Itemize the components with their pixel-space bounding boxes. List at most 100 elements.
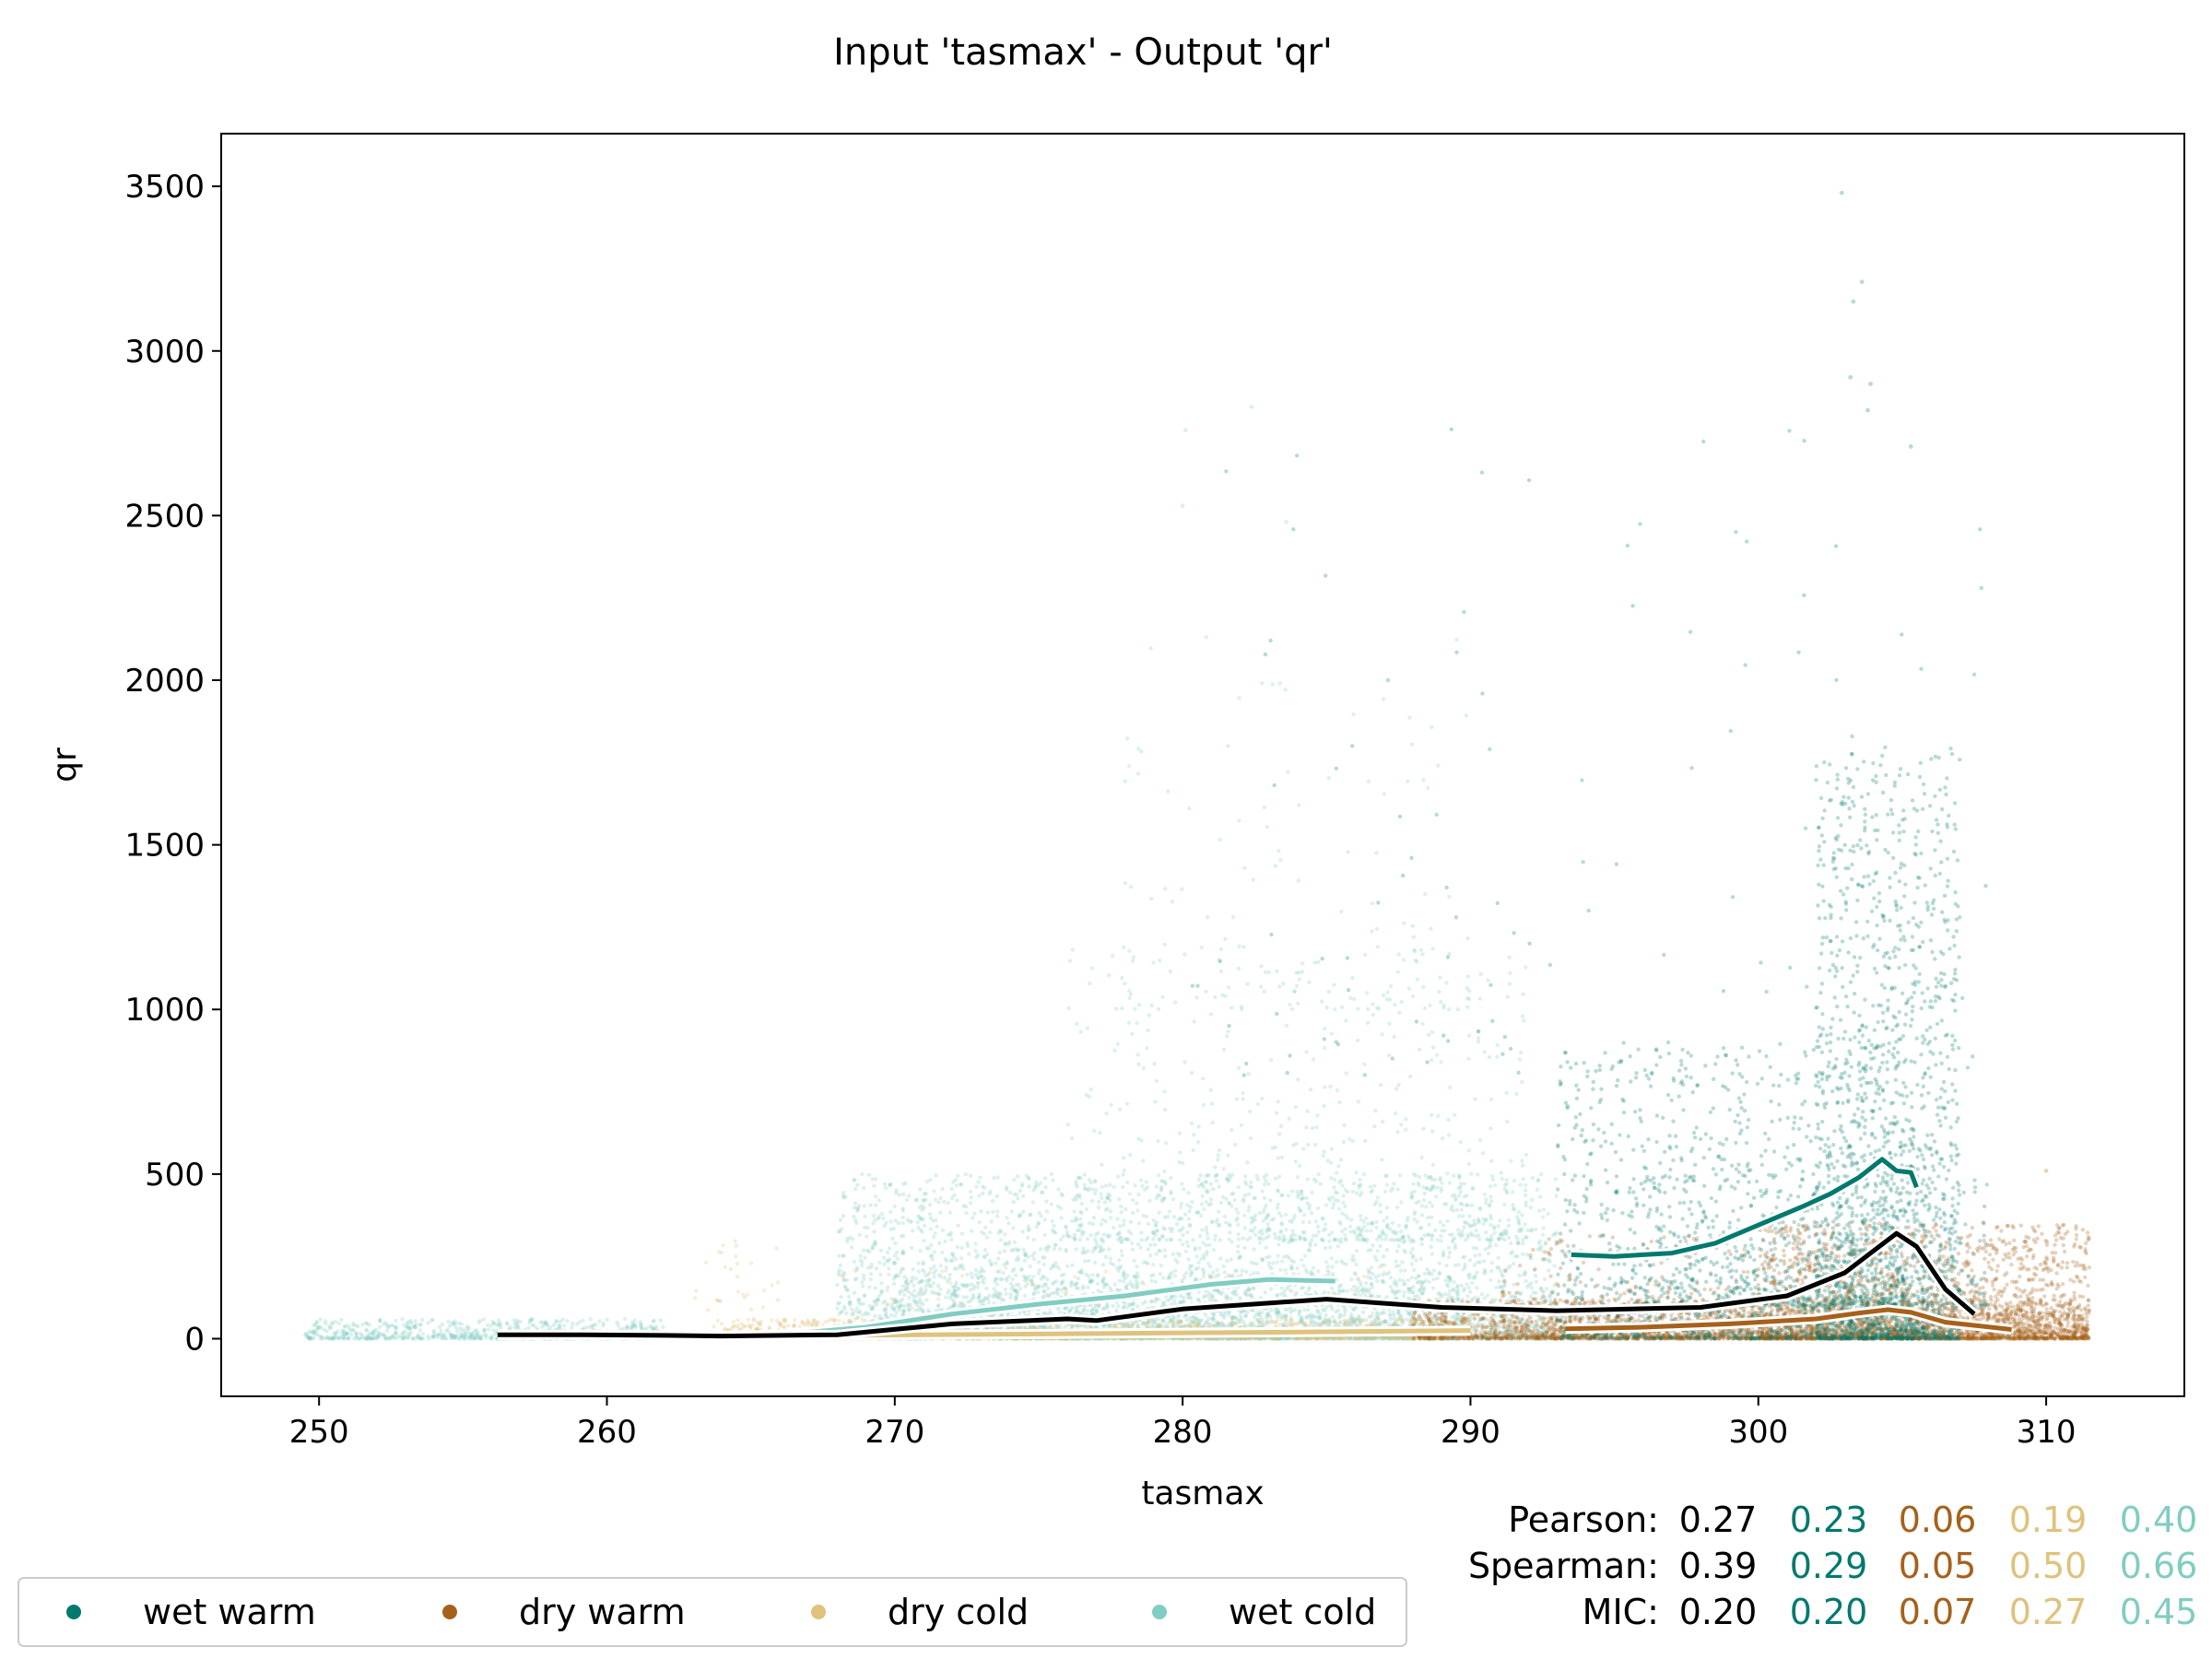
scatter-point (1095, 1274, 1100, 1278)
scatter-point (1523, 1269, 1527, 1275)
scatter-point (1042, 1255, 1047, 1260)
scatter-point (947, 1288, 951, 1293)
scatter-point (926, 1281, 931, 1286)
scatter-point (1395, 1205, 1400, 1210)
scatter-point (418, 1335, 422, 1340)
scatter-point (1161, 1226, 1166, 1230)
scatter-point (1435, 1185, 1440, 1190)
chart-title: Input 'tasmax' - Output 'qr' (833, 31, 1333, 74)
scatter-point (1494, 1285, 1499, 1290)
scatter-point (1102, 1200, 1108, 1205)
scatter-point (453, 1334, 458, 1338)
scatter-point (1196, 1260, 1201, 1265)
scatter-point (478, 1333, 483, 1338)
scatter-point (985, 1210, 991, 1215)
scatter-point (982, 1225, 988, 1230)
scatter-point (303, 1332, 308, 1336)
scatter-point (1488, 1194, 1493, 1199)
scatter-point (873, 1286, 877, 1290)
scatter-point (1466, 1286, 1472, 1290)
scatter-point (1375, 1249, 1380, 1253)
scatter-point (1452, 1173, 1456, 1178)
scatter-point (970, 1229, 974, 1233)
scatter-point (1369, 1276, 1373, 1281)
scatter-point (1112, 1282, 1117, 1287)
scatter-point (942, 1276, 947, 1280)
scatter-point (410, 1335, 415, 1341)
scatter-point (362, 1336, 368, 1341)
scatter-point (1205, 1249, 1209, 1254)
scatter-point (1546, 1211, 1550, 1217)
scatter-point (1496, 1265, 1501, 1270)
scatter-point (327, 1324, 332, 1329)
scatter-point (386, 1335, 392, 1340)
scatter-point (1135, 1241, 1141, 1247)
scatter-point (977, 1194, 982, 1198)
scatter-point (326, 1336, 332, 1341)
scatter-point (323, 1319, 328, 1324)
scatter-point (872, 1183, 877, 1188)
scatter-point (1313, 1242, 1318, 1247)
scatter-point (1351, 1229, 1357, 1233)
scatter-point (984, 1235, 990, 1241)
scatter-point (969, 1271, 974, 1276)
scatter-point (934, 1173, 938, 1178)
scatter-point (1446, 1245, 1452, 1251)
scatter-point (400, 1336, 405, 1341)
scatter-point (1081, 1249, 1086, 1254)
scatter-point (1524, 1278, 1528, 1284)
scatter-point (1031, 1292, 1036, 1297)
scatter-point (1171, 1196, 1176, 1202)
scatter-point (1502, 1202, 1507, 1207)
scatter-point (324, 1335, 330, 1340)
scatter-point (862, 1277, 866, 1281)
scatter-point (339, 1317, 344, 1323)
scatter-point (900, 1208, 905, 1213)
scatter-point (1182, 1212, 1188, 1217)
scatter-point (1417, 1182, 1421, 1188)
scatter-point (1092, 1246, 1098, 1252)
scatter-point (484, 1333, 488, 1337)
scatter-point (1183, 1249, 1189, 1254)
scatter-point (1050, 1282, 1055, 1287)
scatter-point (861, 1284, 865, 1288)
scatter-point (837, 1253, 841, 1258)
scatter-point (1382, 1311, 1387, 1315)
scatter-point (1262, 1182, 1267, 1187)
scatter-point (912, 1283, 916, 1288)
scatter-point (1467, 1214, 1472, 1218)
scatter-point (1217, 1273, 1221, 1277)
scatter-point (1261, 1258, 1265, 1263)
scatter-point (638, 1323, 643, 1327)
scatter-point (963, 1205, 969, 1209)
scatter-point (1410, 1193, 1415, 1198)
scatter-point (1146, 1247, 1150, 1252)
scatter-point (1325, 1265, 1331, 1269)
scatter-point (1275, 1206, 1280, 1210)
scatter-point (378, 1319, 382, 1324)
scatter-point (605, 1317, 609, 1323)
scatter-point (391, 1335, 395, 1339)
scatter-point (1275, 1260, 1280, 1265)
scatter-point (1298, 1309, 1302, 1313)
scatter-point (1431, 1268, 1437, 1273)
scatter-point (1350, 1253, 1356, 1259)
scatter-point (860, 1260, 865, 1265)
scatter-point (439, 1328, 443, 1334)
scatter-point (940, 1228, 946, 1233)
scatter-point (1418, 1256, 1423, 1262)
scatter-point (390, 1335, 395, 1339)
scatter-point (901, 1182, 906, 1186)
scatter-point (473, 1329, 477, 1334)
scatter-point (1059, 1273, 1064, 1278)
scatter-point (889, 1312, 894, 1318)
scatter-point (1141, 1260, 1146, 1265)
scatter-point (922, 1269, 926, 1275)
scatter-point (432, 1333, 438, 1337)
scatter-point (944, 1295, 948, 1300)
scatter-point (928, 1216, 934, 1220)
scatter-point (1304, 1270, 1310, 1275)
scatter-point (351, 1321, 356, 1326)
scatter-point (375, 1336, 380, 1341)
scatter-point (1003, 1232, 1007, 1237)
